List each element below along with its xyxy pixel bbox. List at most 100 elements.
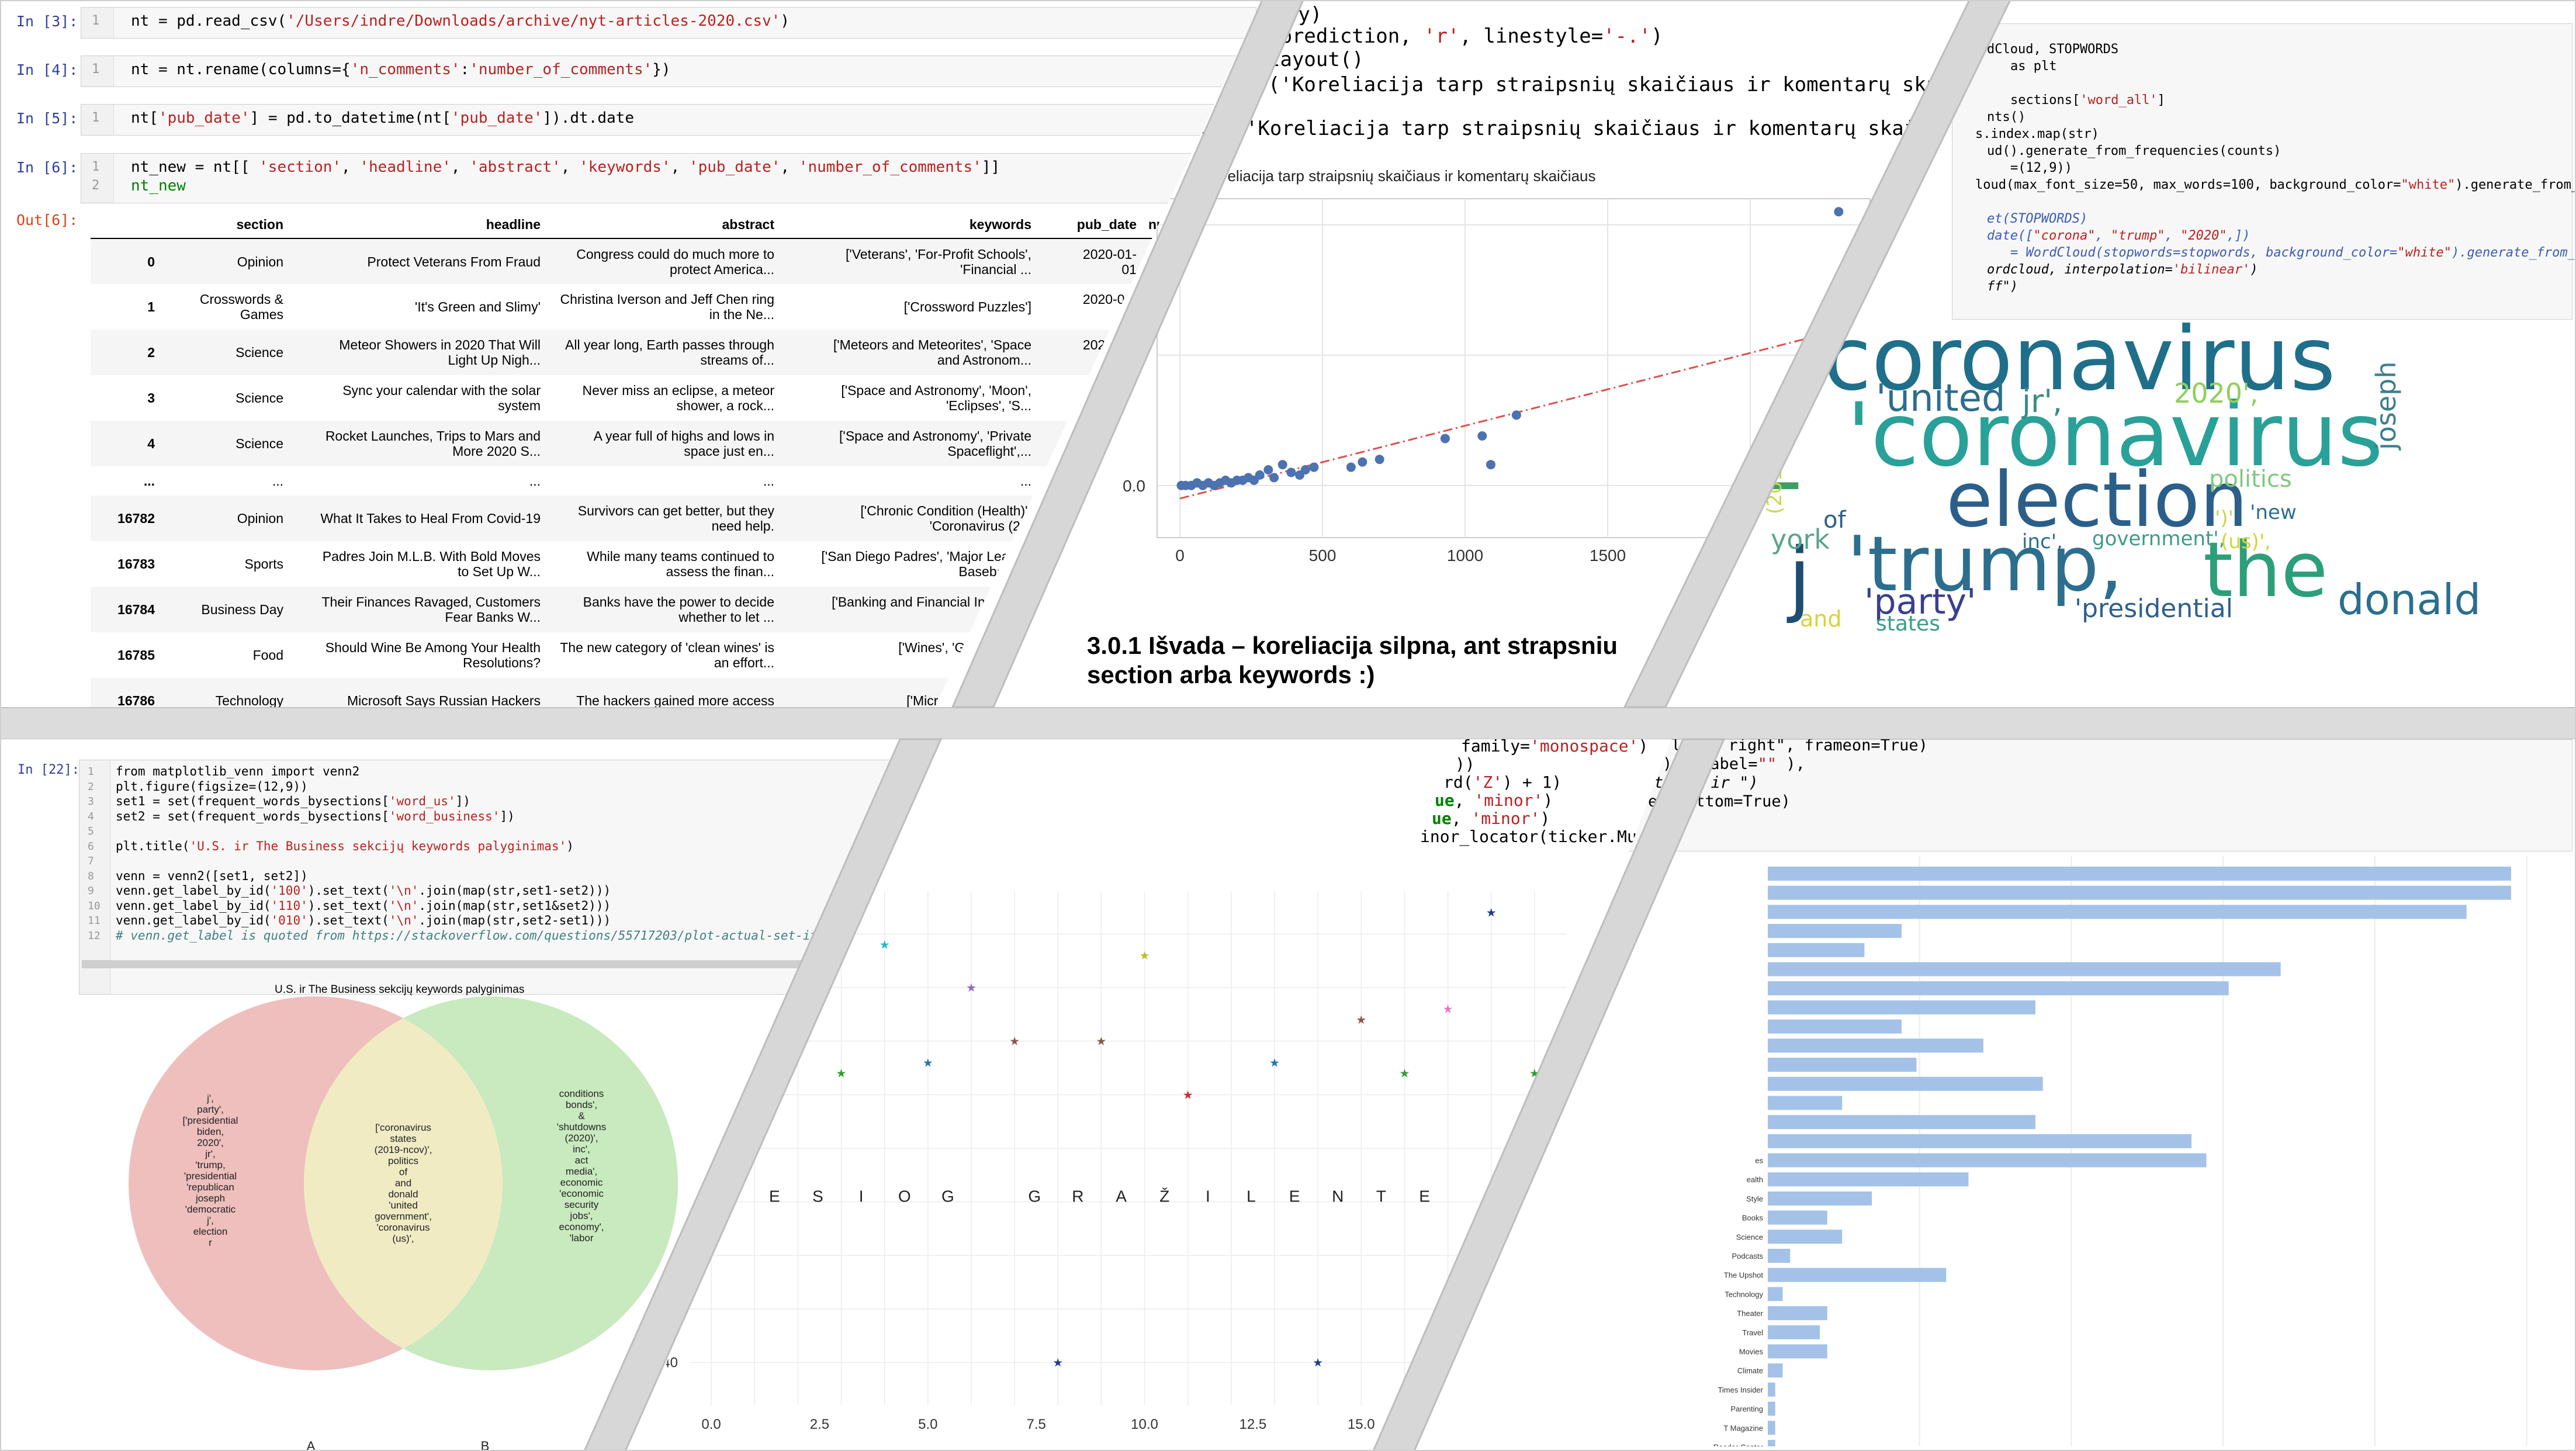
table-cell: 2020-01-01 [1082,246,1137,277]
venn-middle-word: government', [375,1211,432,1222]
code-line: = WordCloud(stopwords=stopwords, backgro… [2010,245,2576,260]
x-tick-label: 0 [1175,546,1185,565]
table-cell: Opinion [237,511,283,526]
data-point: ★ [1269,1057,1280,1069]
venn-left-word: 'trump, [195,1159,225,1171]
venn-label-a: A [307,1439,316,1451]
venn-right-word: 'labor [569,1232,593,1244]
bar [1768,1268,1947,1282]
code-cell[interactable]: 1 nt_new = nt[[ 'section', 'headline', 'a… [81,153,1256,203]
code-line: plt.title('U.S. ir The Business sekcijų … [116,839,574,853]
letter-label: T [1376,1187,1386,1206]
code-line: layout() [1268,48,1364,71]
y-tick-label: 40 [662,1355,678,1371]
bar [1768,1134,2192,1148]
table-cell: ['Space and Astronomy', 'Private Spacefli… [839,428,1031,459]
table-cell: Congress could do much more to protect Am… [576,246,774,277]
data-point [1255,470,1265,480]
y-tick-label: ealth [1747,1175,1763,1184]
code-line: et(STOPWORDS) [1987,212,2088,226]
table-cell: 'It's Green and Slimy' [414,299,541,314]
venn-right-word: bonds', [566,1099,597,1110]
code-line: ), ylabel="" ), [1663,755,1805,773]
venn-right-word: security [565,1199,599,1210]
code-line: rd('Z') + 1) [1443,773,1562,792]
venn-left-word: 'republican [186,1182,234,1193]
venn-right-word: jobs', [569,1210,593,1221]
code-line: (X,y) [1262,3,1322,26]
y-tick-label: 0.5 [1123,347,1145,365]
code-line: sections['word_all'] [2010,93,2165,108]
venn-right-word: conditions [559,1088,604,1099]
data-point [1374,455,1384,465]
letter-label: G [941,1187,954,1206]
table-cell: Technology [215,693,283,707]
table-cell: ['Chronic Condition (Health)', 'Coronavir… [860,503,1031,534]
x-tick-label: 0.0 [701,1417,721,1432]
wordcloud-word: ')' [2215,507,2234,530]
y-tick-label: Books [1742,1214,1764,1223]
data-point: ★ [1096,1036,1106,1048]
y-tick-label: The Upshot [1724,1271,1764,1280]
bar [1768,1382,1775,1397]
code-line: nt['pub_date'] = pd.to_datetime(nt['pub_… [131,109,634,127]
row-index: 16783 [117,556,155,572]
letter-label: I [859,1187,864,1206]
bar [1768,1115,2035,1130]
letter-label: N [1332,1187,1344,1206]
x-tick-label: 1500 [1590,546,1626,565]
data-point [1477,431,1487,441]
table-row: 2 Science Meteor Showers in 2020 That Will… [91,330,1224,375]
venn-right-word: act [575,1155,588,1166]
data-point: ★ [1486,907,1497,920]
bar [1768,905,2467,919]
code-line: plt.figure(figsize=(12,9)) [116,779,308,794]
venn-middle-word: ['coronavirus [375,1122,431,1133]
code-cell[interactable]: 1 nt = pd.read_csv('/Users/indre/Download… [81,7,1256,39]
venn-right-word: economy', [559,1221,604,1232]
code-cell[interactable]: 1 nt = nt.rename(columns={'n_comments':'n… [81,56,1256,87]
code-cell[interactable]: 1 nt['pub_date'] = pd.to_datetime(nt['pub… [81,104,1256,136]
table-cell: ... [1020,473,1031,489]
code-line: ff") [1987,279,2018,294]
letter-label: R [1072,1187,1083,1206]
wordcloud-word: jr', [2022,383,2063,420]
line-number: 1 [88,766,94,778]
y-tick-label: T Magazine [1723,1424,1763,1432]
code-line: dCloud, STOPWORDS [1987,42,2119,57]
bar [1768,1306,1827,1321]
code-line: venn.get_label_by_id('110').set_text('\n… [116,898,611,913]
row-index: 16786 [117,693,155,707]
data-point [1440,434,1450,444]
data-point: ★ [1009,1036,1020,1048]
bar [1768,1325,1820,1339]
venn-middle-word: donald [388,1189,418,1200]
row-index: 16782 [117,511,155,526]
table-cell: Banks have the power to decide whether to… [583,594,774,625]
x-tick-label: 7.5 [1026,1417,1045,1432]
bar [1768,867,2511,881]
code-line: =(12,9)) [2010,161,2072,175]
code-line: ud().generate_from_frequencies(counts) [1987,144,2281,158]
table-cell: Never miss an eclipse, a meteor shower, a… [582,383,774,413]
wordcloud-word: 'new [2250,501,2297,524]
y-tick-label: Theater [1737,1309,1763,1318]
code-line: nts() [1987,110,2026,124]
column-header: keywords [780,212,1037,239]
venn-left-word: j', [206,1093,214,1104]
horizontal-scrollbar[interactable] [82,960,812,968]
y-tick-label: Podcasts [1732,1252,1764,1260]
code-line: s.index.map(str) [1975,127,2099,141]
venn-middle-word: 'coronavirus [376,1222,430,1233]
table-cell: ... [529,473,541,489]
bar [1768,1421,1775,1435]
venn-left-word: 'democratic [185,1204,236,1215]
section-barchart: Style Books Science Podcasts The Upshot Techn… [1713,856,2527,1446]
data-point [1358,457,1367,467]
bar [1768,1210,1827,1225]
data-point [1834,207,1844,217]
column-header: headline [289,212,546,239]
table-cell: Rocket Launches, Trips to Mars and More 2… [325,428,541,459]
data-point [1346,462,1356,472]
table-cell: ['Meteors and Meteorites', 'Space and Ast… [833,337,1031,368]
